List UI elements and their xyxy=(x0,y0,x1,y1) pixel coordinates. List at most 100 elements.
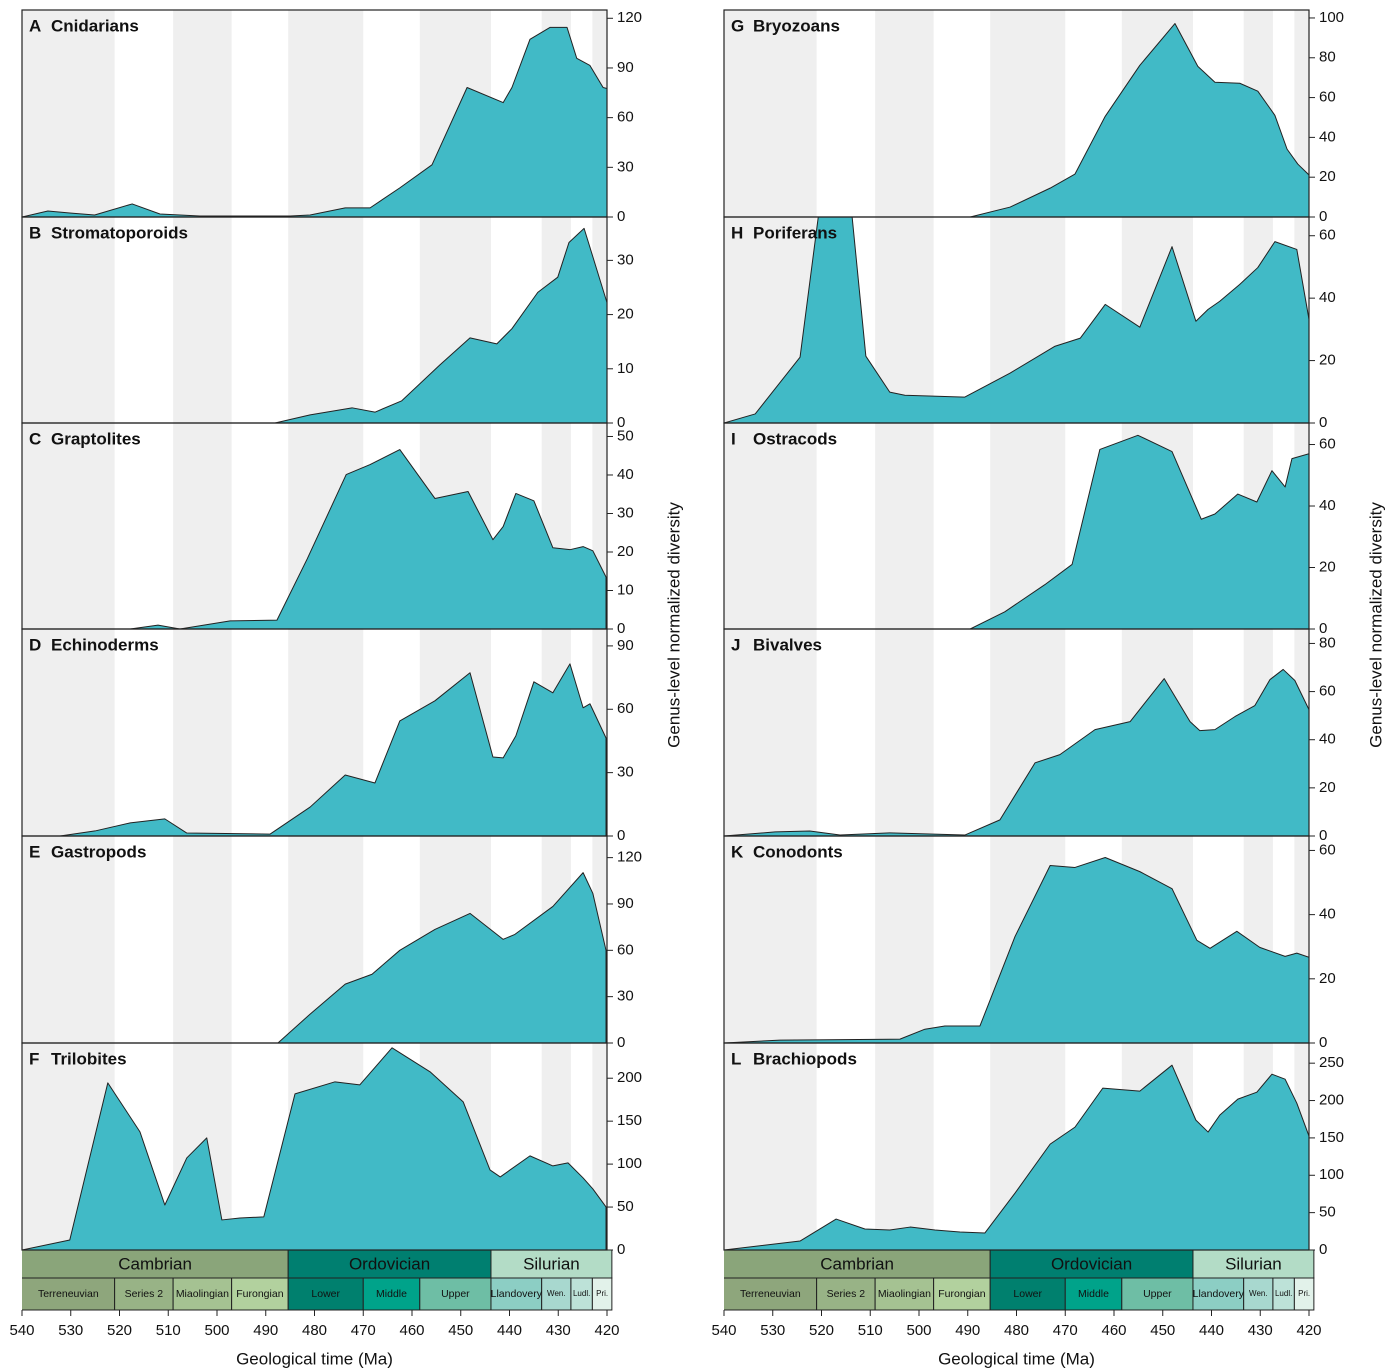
panel-letter: C xyxy=(29,429,41,448)
x-tick-label: 440 xyxy=(1199,1322,1224,1339)
epoch-label: Wen. xyxy=(1249,1289,1268,1298)
y-tick-label: 0 xyxy=(1319,1241,1327,1258)
epoch-box xyxy=(287,1277,364,1311)
y-tick-label: 0 xyxy=(617,1241,625,1258)
panel-letter: L xyxy=(731,1049,741,1068)
panel-title: Graptolites xyxy=(51,429,141,448)
panel-title: Echinoderms xyxy=(51,635,159,654)
y-axis-label: Genus-level normalized diversity xyxy=(664,502,683,748)
shade-band xyxy=(173,836,232,1043)
shade-band xyxy=(724,10,817,217)
y-tick-label: 60 xyxy=(1319,841,1336,858)
epoch-box xyxy=(1243,1277,1274,1311)
shade-band xyxy=(22,10,115,217)
y-tick-label: 40 xyxy=(1319,128,1336,145)
y-tick-label: 0 xyxy=(1319,1034,1327,1051)
epoch-label: Middle xyxy=(376,1288,407,1300)
y-tick-label: 10 xyxy=(617,360,634,377)
x-tick-label: 490 xyxy=(253,1322,278,1339)
epoch-label: Upper xyxy=(1143,1288,1172,1300)
epoch-label: Middle xyxy=(1078,1288,1109,1300)
panel-letter: B xyxy=(29,223,41,242)
period-label: Cambrian xyxy=(118,1254,192,1273)
epoch-label: Furongian xyxy=(236,1288,283,1300)
period-box xyxy=(287,1249,492,1279)
y-tick-label: 20 xyxy=(1319,970,1336,987)
shade-band xyxy=(724,423,817,629)
shade-band xyxy=(22,217,115,423)
shade-band xyxy=(22,423,115,629)
epoch-label: Ludl. xyxy=(573,1289,590,1298)
y-tick-label: 60 xyxy=(1319,89,1336,106)
panel xyxy=(22,629,607,836)
panel-title: Trilobites xyxy=(51,1049,127,1068)
epoch-label: Pri. xyxy=(1298,1289,1310,1298)
period-box xyxy=(490,1249,613,1279)
x-tick-label: 540 xyxy=(711,1322,736,1339)
panel xyxy=(22,836,607,1043)
column xyxy=(22,10,613,1311)
panel xyxy=(22,423,607,629)
y-tick-label: 80 xyxy=(1319,634,1336,651)
panel-title: Gastropods xyxy=(51,842,146,861)
panel-title: Stromatoporoids xyxy=(51,223,188,242)
y-tick-label: 30 xyxy=(617,251,634,268)
x-tick-label: 530 xyxy=(58,1322,83,1339)
panel-letter: F xyxy=(29,1049,39,1068)
epoch-box xyxy=(172,1277,233,1311)
shade-band xyxy=(875,423,934,629)
panel xyxy=(724,629,1309,836)
y-tick-label: 10 xyxy=(617,581,634,598)
x-tick-label: 540 xyxy=(9,1322,34,1339)
y-tick-label: 90 xyxy=(617,59,634,76)
epoch-label: Terreneuvian xyxy=(38,1288,99,1300)
y-tick-label: 20 xyxy=(617,306,634,323)
x-tick-label: 520 xyxy=(809,1322,834,1339)
y-tick-label: 250 xyxy=(1319,1054,1344,1071)
shade-band xyxy=(875,1043,934,1250)
period-label: Ordovician xyxy=(1051,1254,1132,1273)
period-label: Silurian xyxy=(523,1254,580,1273)
shade-band xyxy=(875,836,934,1043)
y-tick-label: 20 xyxy=(1319,558,1336,575)
epoch-box xyxy=(933,1277,991,1311)
diversity-area xyxy=(724,217,1309,423)
y-tick-label: 0 xyxy=(617,414,625,431)
y-tick-label: 20 xyxy=(1319,168,1336,185)
y-tick-label: 40 xyxy=(617,466,634,483)
y-tick-label: 40 xyxy=(1319,497,1336,514)
x-tick-label: 430 xyxy=(1248,1322,1273,1339)
y-tick-label: 100 xyxy=(617,1155,642,1172)
y-tick-label: 0 xyxy=(1319,414,1327,431)
panel-letter: D xyxy=(29,635,41,654)
diversity-area xyxy=(22,26,607,217)
diversity-area xyxy=(277,872,607,1043)
epoch-box xyxy=(419,1277,492,1311)
diversity-area xyxy=(22,1047,607,1250)
panel xyxy=(724,1043,1309,1250)
panel-title: Ostracods xyxy=(753,429,837,448)
panel-title: Poriferans xyxy=(753,223,837,242)
shade-band xyxy=(875,629,934,836)
epoch-box xyxy=(989,1277,1066,1311)
epoch-box xyxy=(362,1277,421,1311)
epoch-label: Llandovery xyxy=(491,1288,543,1300)
y-tick-label: 200 xyxy=(617,1069,642,1086)
shade-band xyxy=(22,629,115,836)
epoch-label: Terreneuvian xyxy=(740,1288,801,1300)
epoch-label: Furongian xyxy=(938,1288,985,1300)
x-tick-label: 470 xyxy=(1053,1322,1078,1339)
epoch-box xyxy=(724,1277,818,1311)
panel-title: Cnidarians xyxy=(51,16,139,35)
y-tick-label: 60 xyxy=(617,700,634,717)
panel-letter: A xyxy=(29,16,41,35)
x-tick-label: 520 xyxy=(107,1322,132,1339)
epoch-label: Miaolingian xyxy=(878,1288,931,1300)
epoch-label: Llandovery xyxy=(1193,1288,1245,1300)
shade-band xyxy=(724,629,817,836)
x-tick-label: 450 xyxy=(448,1322,473,1339)
panel xyxy=(724,10,1309,217)
shade-band xyxy=(990,10,1066,217)
y-tick-label: 90 xyxy=(617,895,634,912)
